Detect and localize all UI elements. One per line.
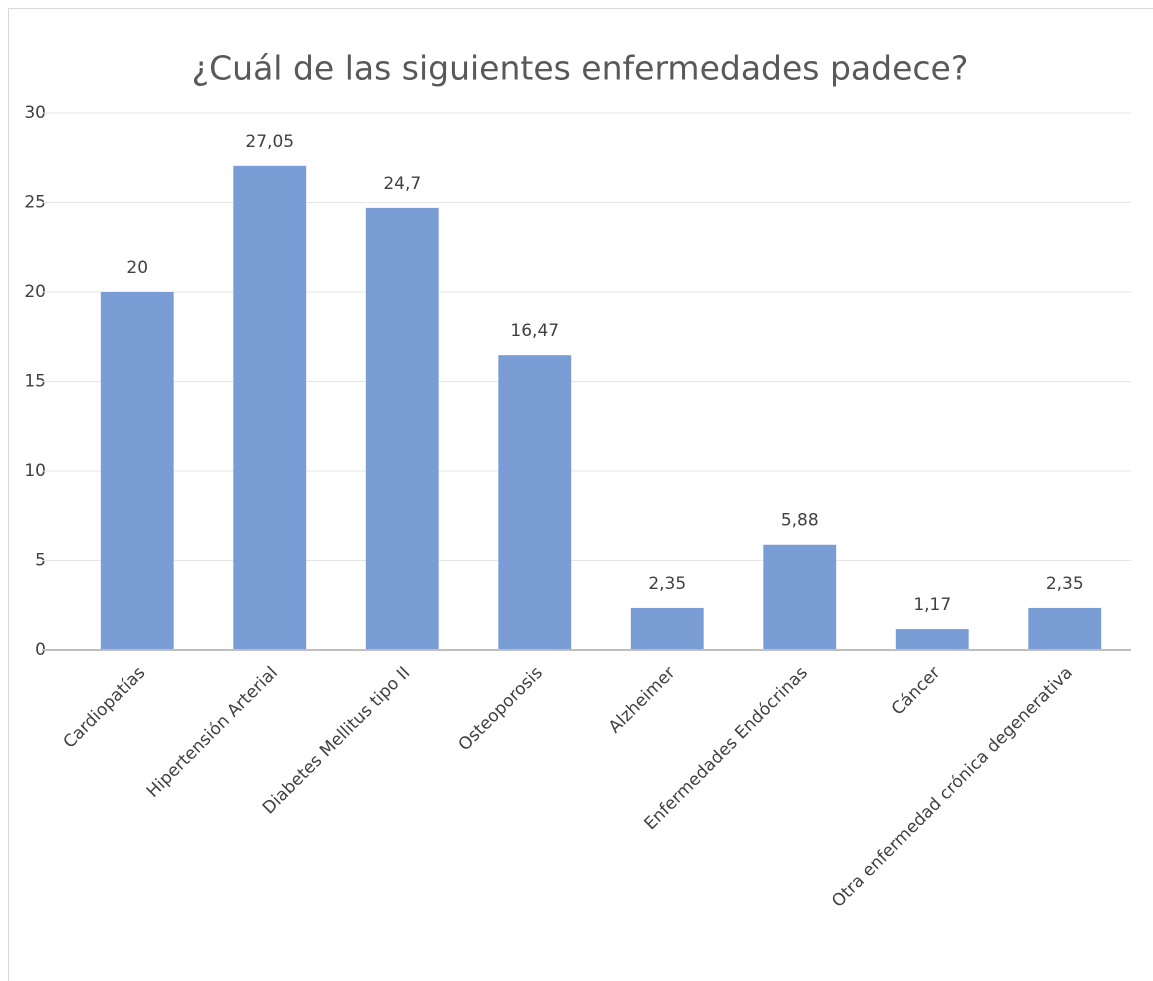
y-tick-label: 10 bbox=[24, 461, 46, 481]
y-tick-label: 15 bbox=[24, 372, 46, 392]
data-label: 16,47 bbox=[510, 321, 559, 341]
data-label: 2,35 bbox=[648, 574, 686, 594]
data-label: 27,05 bbox=[245, 132, 294, 152]
bar bbox=[763, 544, 837, 650]
bar bbox=[895, 629, 969, 650]
data-label: 20 bbox=[126, 258, 148, 278]
y-tick-label: 25 bbox=[24, 193, 46, 213]
y-tick-label: 5 bbox=[35, 551, 46, 571]
chart-title: ¿Cuál de las siguientes enfermedades pad… bbox=[192, 49, 969, 88]
data-label: 5,88 bbox=[781, 511, 819, 531]
bar bbox=[498, 355, 572, 650]
chart-frame bbox=[8, 8, 1153, 981]
bar bbox=[365, 207, 439, 650]
bar bbox=[233, 165, 307, 650]
bar bbox=[1028, 607, 1102, 650]
data-label: 2,35 bbox=[1046, 574, 1084, 594]
y-tick-label: 20 bbox=[24, 282, 46, 302]
bar bbox=[630, 607, 704, 650]
data-label: 24,7 bbox=[383, 174, 421, 194]
y-tick-label: 0 bbox=[35, 640, 46, 660]
bar bbox=[100, 292, 174, 650]
data-label: 1,17 bbox=[913, 595, 951, 615]
y-tick-label: 30 bbox=[24, 103, 46, 123]
